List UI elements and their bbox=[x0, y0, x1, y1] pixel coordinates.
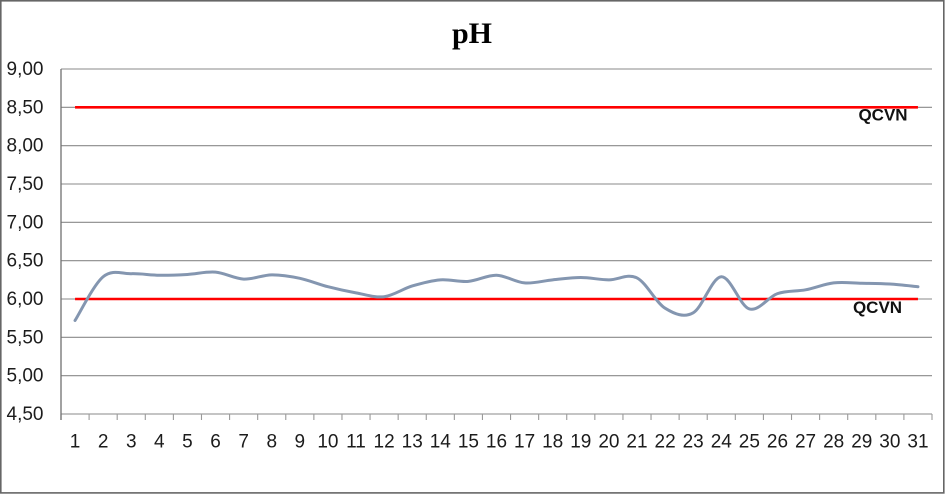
svg-text:5: 5 bbox=[182, 432, 193, 453]
svg-text:13: 13 bbox=[402, 432, 423, 453]
svg-text:7,00: 7,00 bbox=[7, 212, 44, 233]
svg-text:22: 22 bbox=[655, 432, 676, 453]
svg-text:21: 21 bbox=[626, 432, 647, 453]
svg-text:30: 30 bbox=[879, 432, 900, 453]
svg-text:QCVN: QCVN bbox=[853, 298, 902, 317]
svg-text:4: 4 bbox=[154, 432, 165, 453]
svg-text:7,50: 7,50 bbox=[7, 174, 44, 195]
svg-text:QCVN: QCVN bbox=[858, 105, 907, 124]
svg-text:4,50: 4,50 bbox=[7, 404, 44, 425]
svg-text:1: 1 bbox=[70, 432, 81, 453]
svg-text:17: 17 bbox=[514, 432, 535, 453]
svg-text:8,00: 8,00 bbox=[7, 136, 44, 157]
svg-text:8: 8 bbox=[266, 432, 277, 453]
svg-text:3: 3 bbox=[126, 432, 137, 453]
svg-text:2: 2 bbox=[98, 432, 109, 453]
svg-text:19: 19 bbox=[570, 432, 591, 453]
svg-text:7: 7 bbox=[238, 432, 249, 453]
svg-text:11: 11 bbox=[346, 432, 366, 453]
svg-text:8,50: 8,50 bbox=[7, 97, 44, 118]
svg-text:27: 27 bbox=[795, 432, 816, 453]
svg-text:28: 28 bbox=[823, 432, 844, 453]
svg-text:20: 20 bbox=[598, 432, 619, 453]
svg-text:14: 14 bbox=[430, 432, 452, 453]
svg-text:23: 23 bbox=[683, 432, 704, 453]
svg-text:10: 10 bbox=[317, 432, 338, 453]
svg-text:26: 26 bbox=[767, 432, 788, 453]
svg-text:6,50: 6,50 bbox=[7, 251, 44, 272]
svg-text:29: 29 bbox=[851, 432, 872, 453]
svg-text:5,00: 5,00 bbox=[7, 366, 44, 387]
svg-text:12: 12 bbox=[374, 432, 395, 453]
svg-text:18: 18 bbox=[542, 432, 563, 453]
svg-text:6: 6 bbox=[210, 432, 221, 453]
svg-text:25: 25 bbox=[739, 432, 760, 453]
svg-text:24: 24 bbox=[711, 432, 733, 453]
svg-text:5,50: 5,50 bbox=[7, 327, 44, 348]
svg-text:9: 9 bbox=[295, 432, 306, 453]
svg-text:pH: pH bbox=[452, 17, 492, 50]
svg-text:6,00: 6,00 bbox=[7, 289, 44, 310]
svg-text:16: 16 bbox=[486, 432, 507, 453]
svg-text:9,00: 9,00 bbox=[7, 59, 44, 80]
svg-text:31: 31 bbox=[907, 432, 928, 453]
svg-text:15: 15 bbox=[458, 432, 479, 453]
